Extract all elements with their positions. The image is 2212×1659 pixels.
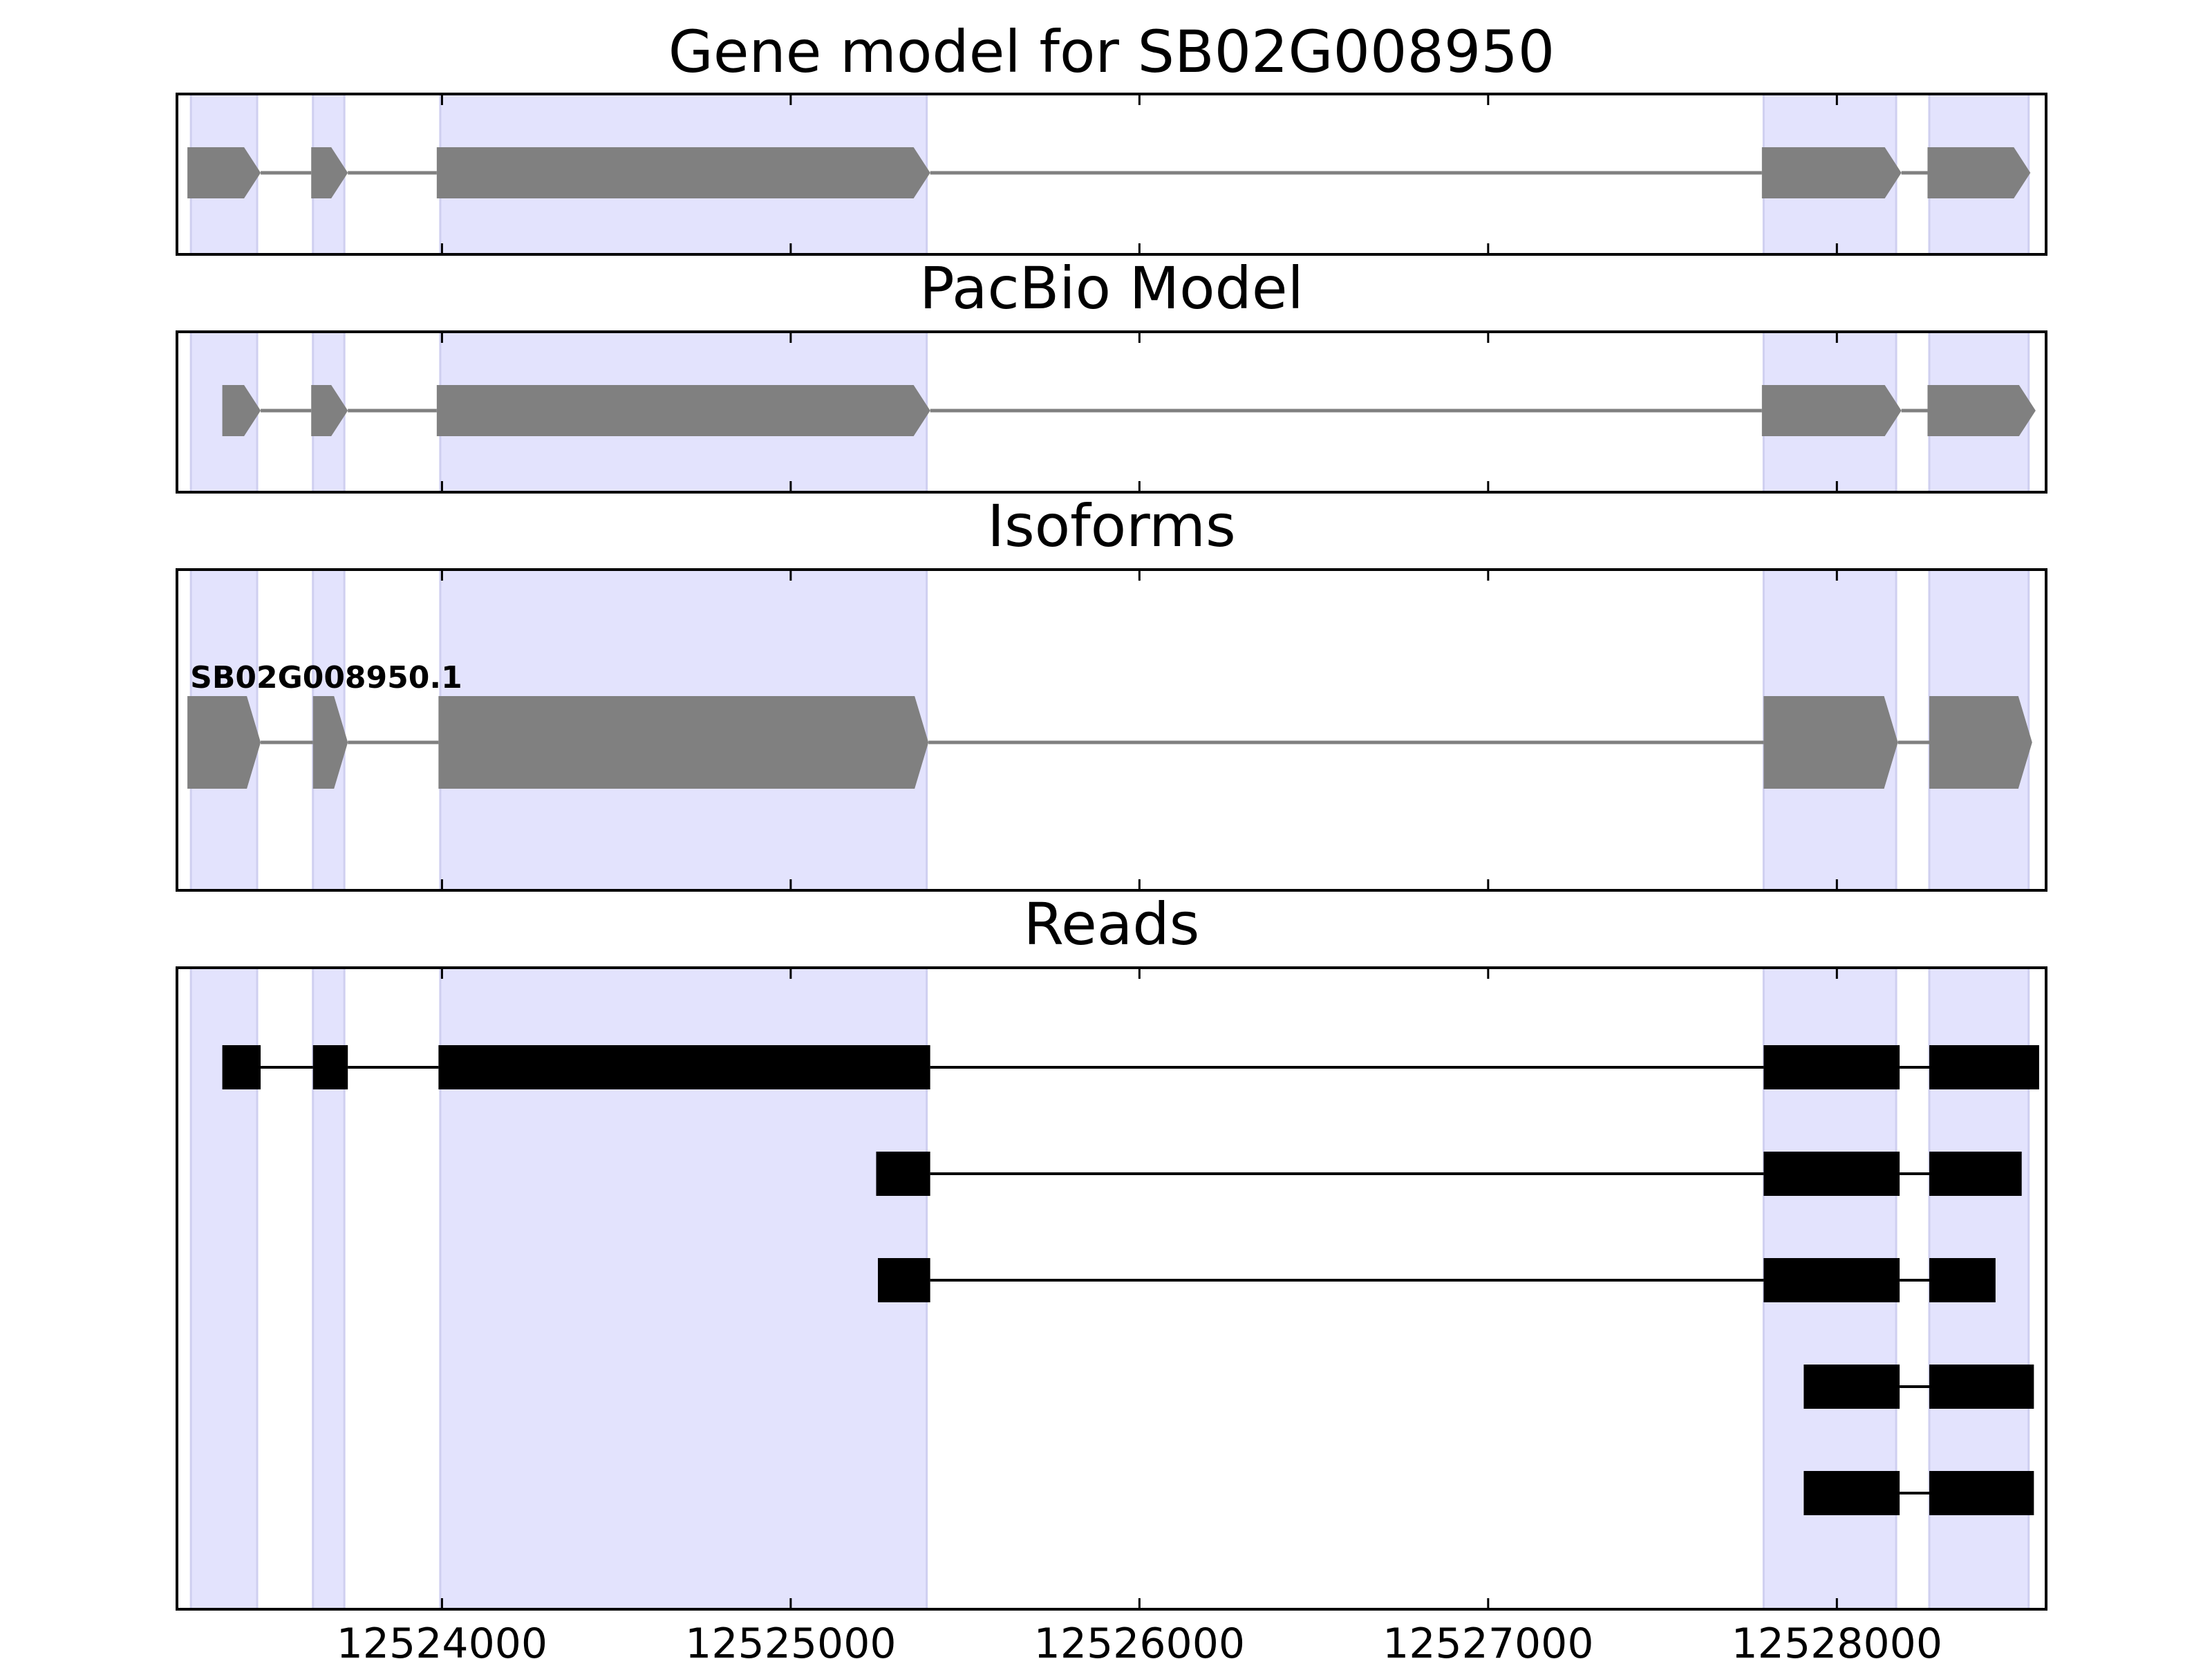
isoforms-frame (176, 568, 2047, 892)
gene-model-panel: Gene model for SB02G008950 (176, 18, 2047, 256)
reads-tracks (222, 1045, 2039, 1515)
read-exon-block (1929, 1045, 2039, 1089)
x-tick-label: 12526000 (1034, 1620, 1245, 1659)
read-exon-block (1763, 1258, 1900, 1302)
exon-arrow (438, 696, 929, 789)
read-exon-block (1763, 1152, 1900, 1196)
x-tick-label: 12524000 (337, 1620, 547, 1659)
read-exon-block (876, 1152, 930, 1196)
pacbio-model-panel: PacBio Model (176, 254, 2047, 494)
x-tick-label: 12525000 (685, 1620, 896, 1659)
x-tick-label: 12527000 (1382, 1620, 1593, 1659)
gene-model-title: Gene model for SB02G008950 (668, 18, 1555, 86)
exon-arrow (1927, 147, 2031, 198)
pacbio-model-title: PacBio Model (919, 254, 1304, 322)
read-exon-block (1929, 1471, 2034, 1515)
read-exon-block (878, 1258, 930, 1302)
read-exon-block (1929, 1365, 2034, 1409)
reads-frame (176, 966, 2047, 1611)
pacbio-model-frame (176, 330, 2047, 494)
reads-ticks (440, 968, 1838, 1609)
read-exon-block (222, 1045, 261, 1089)
isoforms-tracks: SB02G008950.1 (187, 660, 2032, 789)
read-exon-block (1929, 1152, 2022, 1196)
exon-arrow (222, 385, 261, 436)
isoform-label: SB02G008950.1 (190, 660, 462, 695)
read-exon-block (1803, 1471, 1900, 1515)
exon-arrow (187, 696, 261, 789)
exon-arrow (1927, 385, 2036, 436)
exon-arrow (436, 385, 930, 436)
reads-title: Reads (1024, 890, 1200, 958)
read-exon-block (1803, 1365, 1900, 1409)
exon-arrow (1763, 696, 1898, 789)
read-exon-block (312, 1045, 348, 1089)
gene-model-ticks (440, 94, 1838, 254)
exon-arrow (1761, 147, 1902, 198)
exon-arrow (187, 147, 261, 198)
reads-panel: Reads (176, 890, 2047, 1611)
pacbio-model-ticks (440, 332, 1838, 492)
isoforms-ticks (440, 570, 1838, 890)
exon-arrow (1761, 385, 1902, 436)
read-exon-block (438, 1045, 930, 1089)
read-exon-block (1929, 1258, 1996, 1302)
pacbio-model-tracks (222, 385, 2036, 436)
exon-arrow (1929, 696, 2032, 789)
gene-model-frame (176, 93, 2047, 256)
read-exon-block (1763, 1045, 1900, 1089)
gene-model-tracks (187, 147, 2031, 198)
x-axis-tick-labels: 12524000 12525000 12526000 12527000 12528000 (337, 1620, 1942, 1659)
exon-arrow (312, 696, 348, 789)
exon-arrow (436, 147, 930, 198)
exon-arrow (311, 147, 348, 198)
isoforms-panel: Isoforms SB02G008950.1 (176, 492, 2047, 892)
isoforms-title: Isoforms (987, 492, 1236, 560)
exon-arrow (311, 385, 348, 436)
x-tick-label: 12528000 (1732, 1620, 1942, 1659)
